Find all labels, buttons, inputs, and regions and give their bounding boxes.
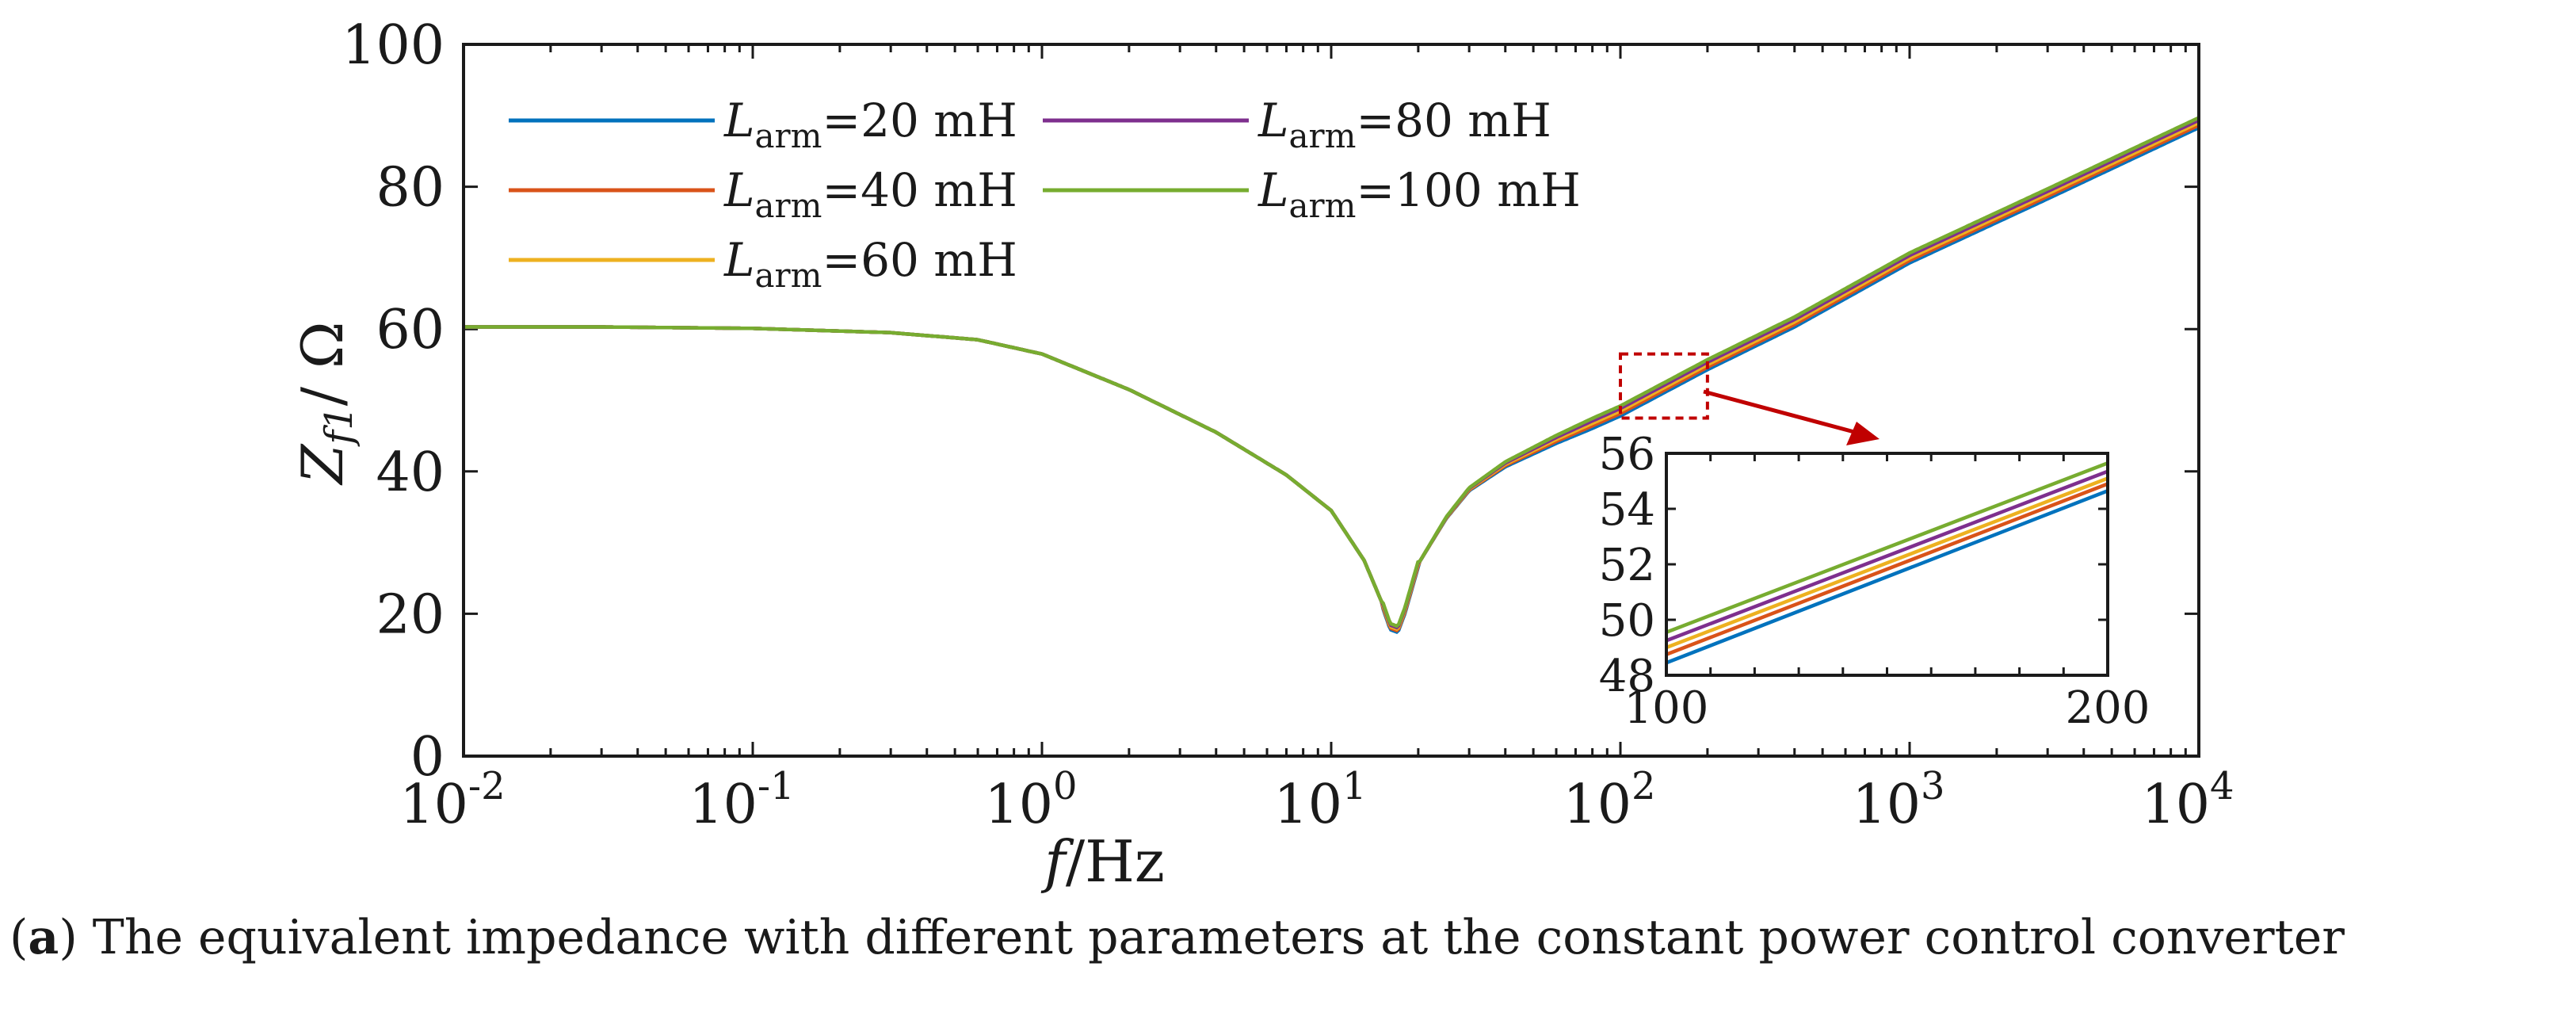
y-tick-label-40: 40 xyxy=(376,441,445,504)
inset-line-larm-60-mh xyxy=(1666,476,2109,650)
y-tick-label-20: 20 xyxy=(376,583,445,646)
legend-label-larm-80-mh: Larm=80 mH xyxy=(1257,94,1551,155)
legend-label-larm-60-mh: Larm=60 mH xyxy=(723,233,1017,295)
inset-x-tick-label-100: 100 xyxy=(1624,682,1709,734)
inset-y-tick-label-52: 52 xyxy=(1599,540,1655,591)
x-axis-label: f/Hz xyxy=(1040,828,1165,895)
y-axis-label: Zf1/ Ω xyxy=(289,321,361,485)
zoom-arrow xyxy=(1703,389,1880,445)
legend-label-larm-20-mh: Larm=20 mH xyxy=(723,94,1017,155)
caption-label: a xyxy=(28,910,59,965)
inset-y-tick-label-54: 54 xyxy=(1599,484,1655,536)
inset-line-larm-80-mh xyxy=(1666,469,2109,643)
y-tick-label-60: 60 xyxy=(376,299,445,361)
legend: Larm=20 mH Larm=40 mH Larm=60 mH Larm=80 mH… xyxy=(509,94,1581,295)
inset-line-larm-20-mh xyxy=(1666,489,2109,665)
x-tick-label-10e0: 100 xyxy=(984,764,1077,836)
zoom-arrow-line xyxy=(1703,389,1855,434)
legend-label-larm-100-mh: Larm=100 mH xyxy=(1257,163,1581,225)
main-tick-labels: 0 20 40 60 80 100 10-2 10-1 100 101 102 103 104 xyxy=(342,14,2234,836)
inset-y-tick-label-48: 48 xyxy=(1599,651,1655,702)
inset-y-tick-label-56: 56 xyxy=(1599,429,1655,480)
x-tick-label-10e1: 101 xyxy=(1273,764,1366,836)
inset-x-tick-label-200: 200 xyxy=(2066,682,2150,734)
x-tick-label-10e-2: 10-2 xyxy=(399,764,505,836)
inset-plot-frame xyxy=(1665,452,2109,677)
zoom-region-box xyxy=(1619,352,1709,420)
x-tick-label-10e4: 104 xyxy=(2141,764,2234,836)
x-tick-label-10e3: 103 xyxy=(1852,764,1944,836)
legend-label-larm-40-mh: Larm=40 mH xyxy=(723,163,1017,225)
zoom-arrow-head xyxy=(1846,422,1880,445)
inset-line-larm-40-mh xyxy=(1666,482,2109,656)
x-tick-label-10e2: 102 xyxy=(1563,764,1655,836)
inset-line-larm-100-mh xyxy=(1666,461,2109,634)
caption-text: The equivalent impedance with different … xyxy=(92,910,2345,965)
y-tick-label-80: 80 xyxy=(376,157,445,220)
figure-caption: (a) The equivalent impedance with differ… xyxy=(10,910,2345,965)
inset-y-tick-label-50: 50 xyxy=(1599,595,1655,647)
y-tick-label-0: 0 xyxy=(410,726,445,789)
y-tick-label-100: 100 xyxy=(342,14,445,77)
main-plot-frame xyxy=(462,43,2200,758)
x-tick-label-10e-1: 10-1 xyxy=(689,764,794,836)
main-plot-lines xyxy=(464,116,2200,634)
series-line-larm-100-mh xyxy=(464,116,2200,629)
